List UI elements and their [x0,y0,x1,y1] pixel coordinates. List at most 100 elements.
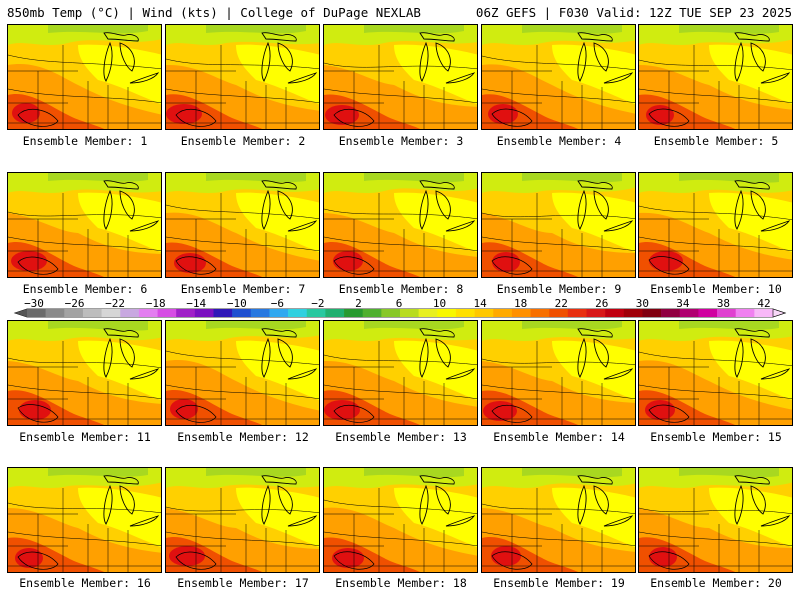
colorbar-tick-label: −2 [311,297,325,310]
cooler-air-band [206,25,306,34]
colorbar-tick-label: −22 [105,297,126,310]
temperature-contour [648,551,690,570]
hot-core [649,251,683,271]
colorbar-swatch [661,309,681,317]
ensemble-map-panel [7,172,162,278]
state-borders [482,193,635,277]
lake-superior-outline [734,180,770,190]
colorbar-swatch [437,309,457,317]
ensemble-map-panel [638,320,793,426]
state-borders [324,193,477,277]
map-panel-svg [8,173,161,277]
lake-erie-outline [287,72,318,84]
lake-superior-outline [419,180,455,190]
colorbar-swatch [138,309,158,317]
lake-michigan-outline [103,484,113,525]
cooler-air-band [679,25,779,34]
ensemble-map-panel [638,172,793,278]
ensemble-map-panel [7,467,162,573]
lake-michigan-outline [261,337,271,378]
colorbar-swatch [288,309,308,317]
lake-michigan-outline [577,41,587,82]
cooler-air-band [48,321,148,331]
ensemble-map-panel [323,24,478,130]
lake-michigan-outline [734,41,744,82]
temperature-contour [175,256,217,275]
state-borders [8,193,161,277]
lake-erie-outline [760,368,791,380]
ensemble-member-label: Ensemble Member: 16 [19,576,151,590]
colorbar-swatch [120,309,140,317]
map-panel-svg [166,321,319,425]
lake-huron-outline [119,338,135,368]
cooler-air-band [48,25,148,34]
mid-yellow-region [552,487,635,548]
colorbar-swatch [269,309,289,317]
wind-streamlines [166,58,319,103]
colorbar-swatch [45,309,65,317]
ensemble-map-panel [7,320,162,426]
lake-superior-outline [103,475,139,485]
wind-streamlines [639,59,792,103]
ensemble-member-label: Ensemble Member: 12 [177,430,309,444]
colorbar-tick-label: 42 [757,297,771,310]
map-panel-svg [324,173,477,277]
ensemble-member-label: Ensemble Member: 5 [653,134,779,148]
colorbar-swatch [306,309,326,317]
ensemble-map-panel [481,24,636,130]
colorbar-swatch [381,309,401,317]
state-borders [166,341,319,425]
lake-erie-outline [445,368,476,380]
lake-superior-outline [261,180,297,190]
mid-yellow-region [709,487,792,548]
lake-erie-outline [760,515,791,527]
cooler-air-band [206,173,306,183]
ensemble-map-panel [165,172,320,278]
colorbar-tick-label: 22 [554,297,568,310]
lake-huron-outline [119,190,135,220]
ensemble-map-panel [481,320,636,426]
hot-core [483,401,517,421]
map-panel-svg [166,25,319,129]
colorbar-swatch [362,309,382,317]
wind-streamlines [324,354,477,399]
lake-superior-outline [261,32,297,42]
hot-core [333,251,363,271]
lake-huron-outline [119,42,135,72]
state-borders [8,341,161,425]
lake-superior-outline [103,180,139,190]
state-borders [639,45,792,129]
map-panel-svg [8,25,161,129]
lake-michigan-outline [419,337,429,378]
lake-huron-outline [435,485,451,515]
ensemble-member-label: Ensemble Member: 1 [22,134,148,148]
map-panel-svg [166,468,319,572]
lake-michigan-outline [261,484,271,525]
colorbar-tick-label: 26 [595,297,609,310]
map-panel-svg [639,173,792,277]
hot-core [325,105,359,125]
colorbar-swatch [64,309,84,317]
wind-streamlines [166,350,319,399]
cooler-air-band [522,321,622,330]
temperature-contour [17,551,59,570]
wind-streamlines [324,62,477,103]
map-panel-svg [8,468,161,572]
lake-erie-outline [287,220,318,232]
lake-superior-outline [577,180,613,190]
lake-superior-outline [419,328,455,338]
lake-huron-outline [277,338,293,368]
temperature-contour [333,404,375,423]
temperature-colorbar [13,308,787,318]
lake-erie-outline [129,220,160,232]
ensemble-member-label: Ensemble Member: 8 [338,282,464,296]
colorbar-tick-label: 38 [716,297,731,310]
state-borders [639,341,792,425]
ensemble-map-panel [323,467,478,573]
state-borders [639,488,792,572]
lake-superior-outline [734,32,770,42]
cooler-air-band [522,25,622,34]
mid-yellow-region [236,192,319,253]
lake-huron-outline [750,190,766,220]
lake-michigan-outline [419,41,429,82]
